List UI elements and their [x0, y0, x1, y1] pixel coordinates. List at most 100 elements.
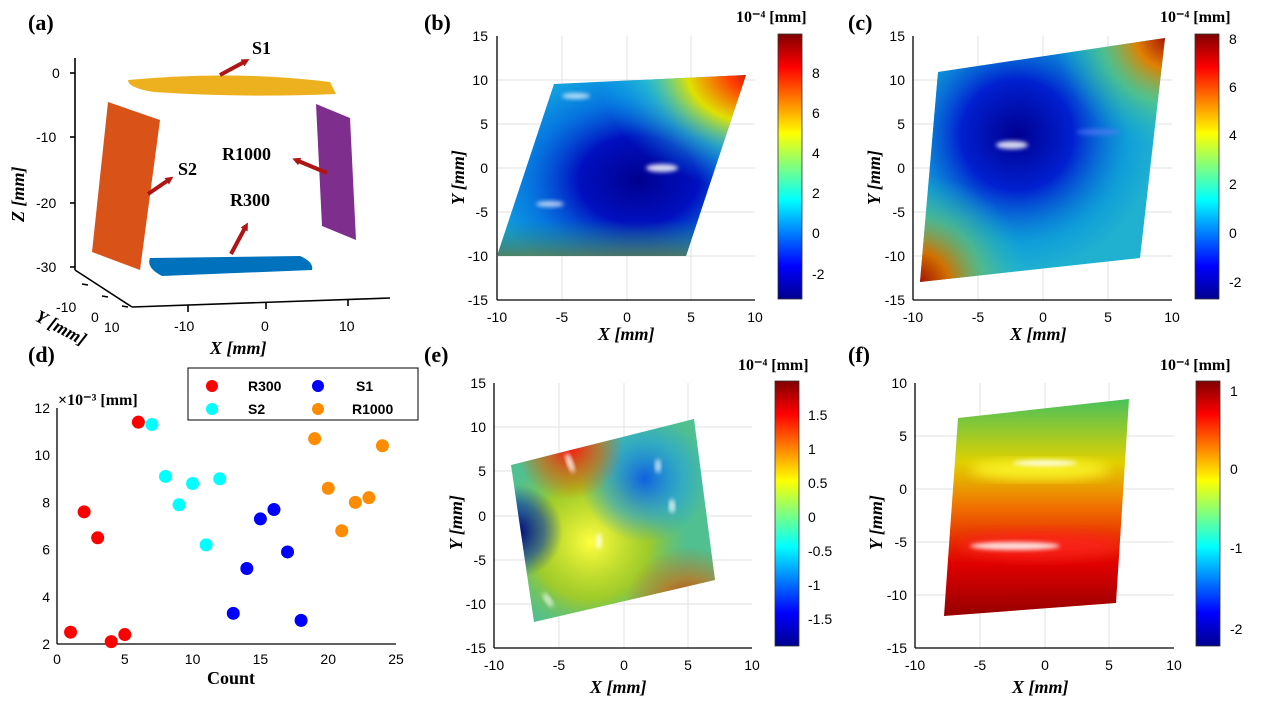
f-x-tick: -5 — [974, 657, 987, 673]
d-x-tick: 0 — [53, 651, 61, 667]
c-cbar-tick: 8 — [1229, 31, 1237, 47]
surface-arrows — [146, 59, 328, 255]
label-r300: R300 — [230, 190, 270, 210]
a-z-tick: -20 — [36, 195, 56, 211]
b-x-tick: 0 — [623, 309, 631, 325]
c-y-tick: -15 — [885, 292, 905, 308]
surface-s1 — [128, 75, 336, 96]
panel-a-axes — [70, 58, 391, 312]
legend-marker-s1 — [312, 380, 324, 392]
c-y-tick: 15 — [889, 28, 905, 44]
e-x-tick: 5 — [684, 657, 692, 673]
e-colorbar — [774, 380, 800, 647]
surface-s2 — [92, 102, 160, 270]
panel-e: (e) 15 10 5 0 -5 — [424, 342, 832, 697]
b-x-tick: -10 — [487, 309, 507, 325]
d-x-tick: 15 — [253, 651, 269, 667]
b-y-tick: -10 — [468, 248, 488, 264]
legend-marker-r1000 — [312, 403, 324, 415]
f-y-tick: -5 — [895, 534, 908, 550]
e-cbar-tick: -1 — [808, 577, 821, 593]
a-z-tick: 0 — [52, 65, 60, 81]
a-y-tick: -10 — [56, 299, 76, 315]
b-y-tick: 5 — [480, 116, 488, 132]
panel-c-label: (c) — [848, 10, 872, 35]
c-x-tick: 10 — [1164, 309, 1180, 325]
b-x-tick: -5 — [556, 309, 569, 325]
a-z-label: Z [mm] — [8, 167, 28, 224]
b-y-tick: -5 — [476, 204, 489, 220]
scatter-point-r1000 — [321, 481, 335, 495]
scatter-point-r1000 — [308, 432, 322, 446]
f-y-tick: 0 — [899, 481, 907, 497]
e-y-tick: -5 — [474, 552, 487, 568]
e-cbar-tick: -1.5 — [808, 611, 832, 627]
b-y-label: Y [mm] — [448, 150, 468, 205]
scatter-point-s1 — [294, 613, 308, 627]
e-colorbar-unit: 10⁻⁴ [mm] — [738, 357, 809, 374]
legend-label-s1: S1 — [356, 378, 373, 394]
d-y-tick: 8 — [42, 494, 50, 510]
panel-d-label: (d) — [28, 342, 55, 367]
scatter-point-r300 — [104, 635, 118, 649]
e-y-tick: 10 — [470, 419, 486, 435]
c-colorbar-unit: 10⁻⁴ [mm] — [1160, 9, 1231, 26]
panel-f-label: (f) — [848, 342, 870, 367]
scatter-point-r300 — [77, 505, 91, 519]
scatter-point-s1 — [281, 545, 295, 559]
f-x-tick: 10 — [1166, 657, 1182, 673]
e-x-tick: 0 — [620, 657, 628, 673]
b-colorbar — [777, 33, 803, 300]
e-y-tick: 5 — [478, 463, 486, 479]
f-y-tick: -15 — [887, 640, 907, 656]
a-x-tick: 0 — [261, 318, 269, 334]
e-x-tick: -10 — [484, 657, 504, 673]
legend-label-r300: R300 — [248, 378, 282, 394]
d-y-tick: 4 — [42, 589, 50, 605]
e-y-label: Y [mm] — [446, 495, 466, 550]
c-x-label: X [mm] — [1009, 324, 1067, 344]
c-y-tick: 0 — [897, 160, 905, 176]
f-x-label: X [mm] — [1011, 677, 1069, 697]
e-x-tick: -5 — [553, 657, 566, 673]
b-cbar-tick: 2 — [812, 185, 820, 201]
b-y-tick: 0 — [480, 160, 488, 176]
b-y-tick: 15 — [472, 28, 488, 44]
c-colorbar — [1194, 33, 1220, 300]
c-x-tick: -10 — [903, 309, 923, 325]
e-cbar-tick: 1.5 — [808, 407, 828, 423]
d-y-tick: 6 — [42, 542, 50, 558]
panel-e-label: (e) — [424, 342, 448, 367]
a-x-label: X [mm] — [209, 338, 267, 358]
d-y-tick: 12 — [34, 400, 50, 416]
c-x-tick: -5 — [972, 309, 985, 325]
scatter-point-r1000 — [362, 491, 376, 505]
e-x-label: X [mm] — [589, 677, 647, 697]
c-y-tick: -10 — [885, 248, 905, 264]
panel-c: (c) 15 10 5 0 -5 -10 -15 -10 — [848, 9, 1242, 344]
heatmap-f — [944, 399, 1129, 616]
b-x-label: X [mm] — [597, 324, 655, 344]
f-x-tick: -10 — [905, 657, 925, 673]
c-y-tick: 5 — [897, 116, 905, 132]
b-colorbar-unit: 10⁻⁴ [mm] — [736, 9, 807, 26]
scatter-point-r300 — [118, 628, 132, 642]
f-cbar-tick: -2 — [1230, 621, 1243, 637]
f-cbar-tick: 1 — [1230, 383, 1238, 399]
d-scatter-points — [64, 415, 389, 649]
d-x-tick: 20 — [320, 651, 336, 667]
scatter-point-r1000 — [348, 495, 362, 509]
panel-b: (b) 15 10 5 0 -5 -10 -15 -10 — [424, 9, 825, 344]
d-axis-ticks: 0 5 10 15 20 25 12 10 8 6 4 2 — [34, 400, 404, 667]
f-y-tick: -10 — [887, 587, 907, 603]
d-y-unit: ×10⁻³ [mm] — [58, 392, 138, 409]
d-x-tick: 25 — [388, 651, 404, 667]
c-cbar-tick: 4 — [1229, 127, 1237, 143]
a-x-tick: -10 — [174, 318, 194, 334]
c-x-tick: 0 — [1039, 309, 1047, 325]
f-x-tick: 0 — [1041, 657, 1049, 673]
scatter-point-s2 — [213, 472, 227, 486]
e-cbar-tick: 0.5 — [808, 475, 828, 491]
f-cbar-tick: -1 — [1230, 540, 1243, 556]
